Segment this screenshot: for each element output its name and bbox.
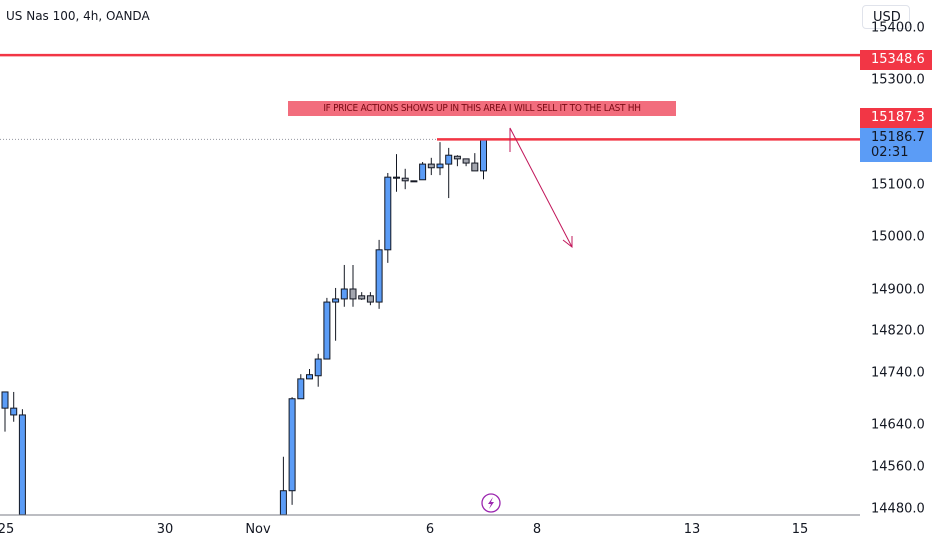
candle-body xyxy=(314,358,322,377)
candle xyxy=(358,292,366,300)
candle xyxy=(10,391,18,422)
candle xyxy=(462,158,470,167)
bar-countdown: 02:31 xyxy=(871,145,909,160)
candle-body xyxy=(288,398,296,492)
price-tick-label: 15300.0 xyxy=(871,72,925,88)
candle-body xyxy=(453,155,461,160)
candle xyxy=(480,139,487,180)
candle xyxy=(332,287,340,341)
price-tick-label: 14480.0 xyxy=(871,501,925,517)
price-tick-label: 14560.0 xyxy=(871,459,925,475)
candle xyxy=(349,264,357,307)
candle xyxy=(384,172,392,263)
candle-body xyxy=(471,162,479,172)
time-label: 30 xyxy=(156,522,174,537)
currency-button[interactable]: USD xyxy=(862,5,910,29)
candle-body xyxy=(480,139,487,172)
candle-body xyxy=(436,163,444,169)
candle xyxy=(314,353,322,387)
candle-body xyxy=(332,298,340,303)
candle xyxy=(306,368,313,380)
candle xyxy=(279,456,287,516)
price-tick-label: 14640.0 xyxy=(871,417,925,433)
candle-body xyxy=(279,490,287,516)
level-tag-low: 15187.3 xyxy=(860,108,932,128)
time-label: 6 xyxy=(425,522,435,537)
last-price-tag: 15186.7 02:31 xyxy=(860,128,932,162)
candle-body xyxy=(358,295,366,300)
candle-body xyxy=(349,288,357,300)
price-tick-label: 14900.0 xyxy=(871,282,925,298)
candle xyxy=(436,142,444,176)
candle-body xyxy=(340,288,348,300)
candle-body xyxy=(10,407,18,416)
lightning-icon[interactable] xyxy=(481,493,501,513)
time-label: 8 xyxy=(532,522,542,537)
price-tick-label: 14820.0 xyxy=(871,323,925,339)
candle-body xyxy=(1,391,9,409)
last-price: 15186.7 xyxy=(871,130,925,145)
annotation-text[interactable]: IF PRICE ACTIONS SHOWS UP IN THIS AREA I… xyxy=(288,101,676,116)
candle xyxy=(18,409,26,516)
candle xyxy=(297,374,305,400)
candle xyxy=(288,397,296,505)
candle xyxy=(427,157,435,176)
candle xyxy=(410,180,418,183)
price-tick-label: 15400.0 xyxy=(871,20,925,36)
candle-body xyxy=(462,158,470,164)
time-label: 13 xyxy=(683,522,701,537)
candle-body xyxy=(306,374,313,380)
candle-body xyxy=(297,378,305,400)
candle-body xyxy=(323,301,331,360)
candle xyxy=(419,162,427,181)
price-tick-label: 15100.0 xyxy=(871,177,925,193)
time-label: 15 xyxy=(791,522,809,537)
sell-arrow-drawing[interactable] xyxy=(509,127,573,249)
candle-body xyxy=(445,154,453,165)
price-tick-label: 14740.0 xyxy=(871,365,925,381)
candle-body xyxy=(375,249,383,303)
symbol-title: US Nas 100, 4h, OANDA xyxy=(6,9,150,23)
candle xyxy=(375,239,383,309)
level-tag-high: 15348.6 xyxy=(860,50,932,70)
price-tick-label: 15000.0 xyxy=(871,229,925,245)
candle xyxy=(393,154,400,192)
candle-body xyxy=(427,163,435,169)
time-label: Nov xyxy=(245,522,271,537)
candle xyxy=(471,153,479,172)
candle-body xyxy=(366,295,374,303)
candle-body xyxy=(393,176,400,179)
candle xyxy=(401,168,409,190)
candle-body xyxy=(410,180,418,183)
candles-group xyxy=(1,139,487,516)
candle-body xyxy=(384,176,392,251)
candle xyxy=(453,155,461,167)
candle-body xyxy=(18,414,26,516)
candle xyxy=(340,264,348,307)
candle xyxy=(1,391,9,432)
time-label: 25 xyxy=(0,522,15,537)
candle xyxy=(323,297,331,360)
candle-body xyxy=(419,163,427,181)
candle xyxy=(366,292,374,306)
candle-body xyxy=(401,177,409,182)
candle xyxy=(445,147,453,199)
